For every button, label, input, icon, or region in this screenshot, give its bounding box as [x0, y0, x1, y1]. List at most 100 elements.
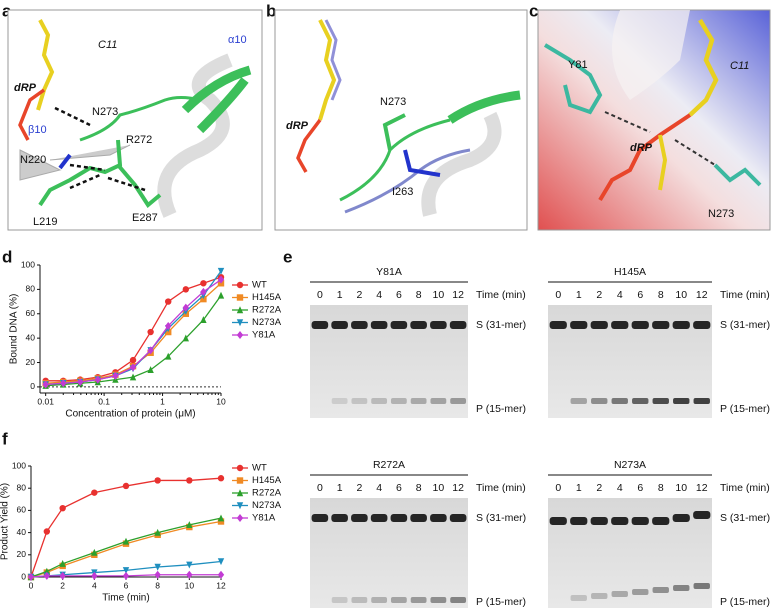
marker: [200, 316, 207, 324]
gel-band: [570, 321, 588, 329]
lane-label: 4: [376, 289, 382, 301]
lane-label: 12: [452, 482, 464, 494]
gel-substrate-label: S (31-mer): [720, 512, 770, 524]
gel-product-label: P (15-mer): [476, 403, 526, 415]
gel-band: [430, 597, 447, 603]
legend-label: H145A: [252, 292, 282, 303]
gel-band: [570, 517, 588, 525]
lane-label: 10: [675, 482, 687, 494]
gel-band: [351, 321, 368, 329]
legend-label: N273A: [252, 317, 282, 328]
marker: [217, 518, 225, 525]
gel-band: [693, 511, 711, 519]
gel-band: [693, 398, 710, 404]
y-tick-label: 80: [17, 482, 27, 492]
marker: [154, 477, 161, 484]
lane-label: 8: [416, 482, 422, 494]
marker: [129, 363, 137, 372]
lane-label: 0: [555, 289, 561, 301]
gel-time-label: Time (min): [720, 482, 770, 494]
gel-product-label: P (15-mer): [720, 596, 770, 608]
structure-a: C11 dRP N273 α10 β10 R272 N220 L219 E287: [7, 9, 263, 231]
gel-band: [672, 514, 690, 522]
structure-label: N220: [20, 154, 46, 166]
gel-band: [430, 514, 447, 522]
gel-band: [591, 398, 608, 404]
gel-band: [410, 597, 427, 603]
marker: [165, 321, 172, 330]
gel-band: [611, 591, 628, 597]
marker: [217, 267, 225, 275]
gel-title: N273A: [614, 459, 646, 471]
marker: [236, 306, 244, 314]
marker: [200, 287, 207, 296]
gel-band: [449, 321, 467, 329]
y-tick-label: 40: [26, 332, 36, 342]
marker: [59, 571, 66, 580]
lane-label: 0: [317, 289, 323, 301]
gel-substrate-label: S (31-mer): [720, 319, 770, 331]
gel-band: [611, 321, 629, 329]
legend-label: Y81A: [252, 330, 276, 341]
y-tick-label: 100: [12, 460, 26, 470]
lane-label: 4: [617, 289, 623, 301]
gel-band: [371, 597, 388, 603]
gel-band: [693, 583, 710, 589]
panel-letter: e: [283, 247, 292, 266]
lane-label: 4: [376, 482, 382, 494]
panel-letter: d: [2, 247, 12, 266]
gel-band: [331, 597, 348, 603]
gel-band: [631, 517, 649, 525]
gel-band: [311, 321, 329, 329]
marker: [43, 571, 51, 580]
gel-band: [370, 321, 388, 329]
lane-label: 6: [637, 289, 643, 301]
x-tick-label: 10: [216, 396, 226, 406]
y-tick-label: 60: [26, 308, 36, 318]
lane-label: 0: [555, 482, 561, 494]
marker: [182, 303, 190, 312]
gel-band: [450, 597, 467, 603]
y-tick-label: 40: [17, 527, 27, 537]
structure-label: N273: [380, 96, 406, 108]
lane-label: 12: [696, 289, 708, 301]
gel-band: [570, 595, 587, 601]
gel-title: Y81A: [376, 266, 402, 278]
marker: [147, 328, 154, 336]
gel-substrate-label: S (31-mer): [476, 512, 526, 524]
marker: [122, 571, 130, 580]
marker: [236, 502, 244, 510]
x-axis-label: Concentration of protein (μM): [65, 409, 195, 420]
gel-band: [693, 321, 711, 329]
marker: [236, 477, 244, 484]
gel-band: [351, 597, 368, 603]
gel-band: [331, 514, 348, 522]
gel-band: [549, 517, 567, 525]
structure-label: dRP: [630, 142, 653, 154]
gel-band: [449, 514, 467, 522]
x-tick-label: 12: [216, 580, 226, 590]
marker: [94, 375, 102, 384]
gel-band: [632, 589, 649, 595]
marker: [91, 489, 98, 496]
lane-label: 6: [637, 482, 643, 494]
lane-label: 2: [596, 289, 602, 301]
marker: [236, 464, 244, 472]
gel-product-label: P (15-mer): [720, 403, 770, 415]
gel-band: [370, 514, 388, 522]
structure-label: α10: [228, 34, 247, 46]
gel-band: [430, 321, 447, 329]
lane-label: 12: [452, 289, 464, 301]
y-tick-label: 20: [26, 357, 36, 367]
marker: [200, 280, 207, 287]
x-tick-label: 10: [185, 580, 195, 590]
gel-band: [611, 517, 629, 525]
lane-label: 8: [416, 289, 422, 301]
gel-band: [631, 321, 649, 329]
marker: [129, 373, 137, 381]
gel-time-label: Time (min): [720, 289, 770, 301]
structure-label: I263: [392, 186, 413, 198]
x-tick-label: 0.01: [37, 396, 54, 406]
structure-label: C11: [730, 60, 749, 72]
